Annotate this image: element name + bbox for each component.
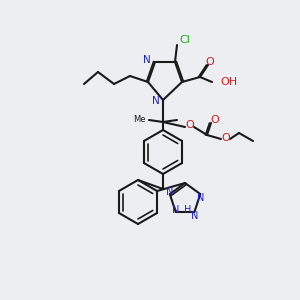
Text: OH: OH	[220, 77, 237, 87]
Text: N: N	[196, 193, 204, 203]
Text: N: N	[172, 205, 179, 215]
Text: N: N	[152, 96, 160, 106]
Text: Cl: Cl	[179, 35, 190, 45]
Text: O: O	[206, 57, 214, 67]
Text: N: N	[143, 55, 151, 65]
Text: O: O	[222, 133, 230, 143]
Text: N: N	[166, 187, 173, 197]
Text: O: O	[211, 115, 219, 125]
Text: Me: Me	[134, 115, 146, 124]
Text: N: N	[191, 211, 198, 221]
Text: O: O	[186, 120, 194, 130]
Text: H: H	[184, 205, 191, 215]
